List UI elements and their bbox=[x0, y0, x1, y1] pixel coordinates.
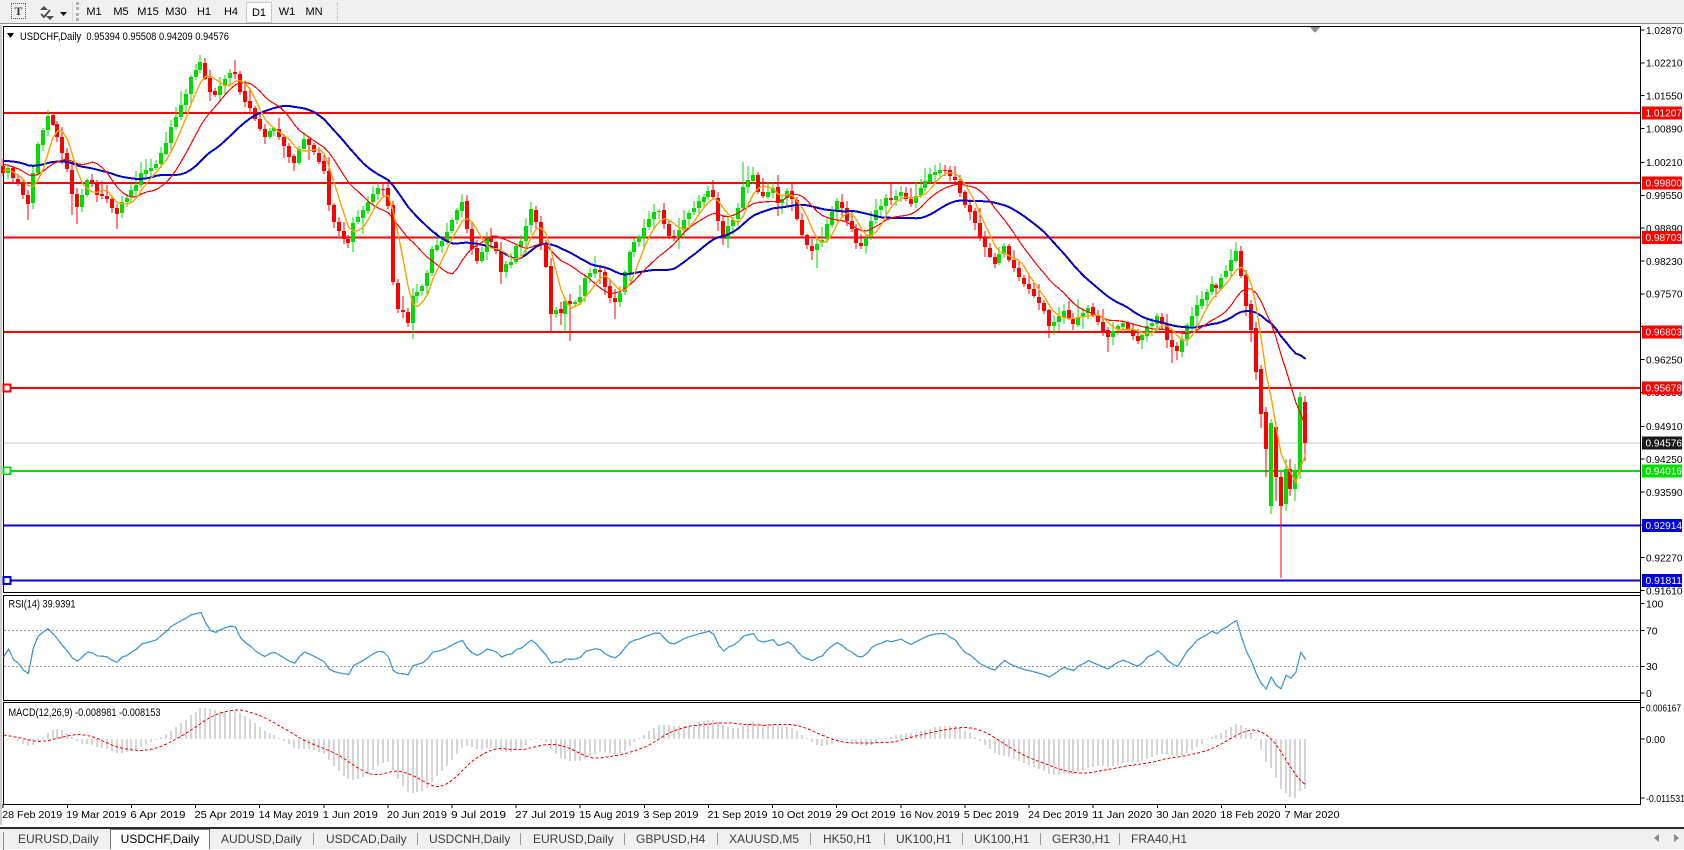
svg-text:-0.011531: -0.011531 bbox=[1646, 794, 1684, 805]
svg-text:0.92270: 0.92270 bbox=[1646, 554, 1683, 565]
svg-text:16 Nov 2019: 16 Nov 2019 bbox=[900, 810, 960, 821]
svg-text:21 Sep 2019: 21 Sep 2019 bbox=[708, 810, 768, 821]
svg-text:70: 70 bbox=[1646, 626, 1658, 637]
svg-text:0.99550: 0.99550 bbox=[1646, 191, 1683, 202]
svg-text:0.94250: 0.94250 bbox=[1646, 455, 1683, 466]
svg-text:3 Sep 2019: 3 Sep 2019 bbox=[643, 810, 698, 821]
svg-text:0.96250: 0.96250 bbox=[1646, 355, 1683, 366]
svg-text:1.00210: 1.00210 bbox=[1646, 158, 1683, 169]
svg-text:18 Feb 2020: 18 Feb 2020 bbox=[1220, 810, 1280, 821]
svg-text:0.91811: 0.91811 bbox=[1646, 576, 1683, 587]
svg-text:28 Feb 2019: 28 Feb 2019 bbox=[2, 810, 62, 821]
svg-text:1.01550: 1.01550 bbox=[1646, 92, 1683, 103]
svg-text:9 Jul 2019: 9 Jul 2019 bbox=[451, 810, 506, 821]
svg-text:0.91610: 0.91610 bbox=[1646, 586, 1683, 597]
svg-text:0.97570: 0.97570 bbox=[1646, 290, 1683, 301]
svg-text:0.95678: 0.95678 bbox=[1646, 384, 1683, 395]
svg-text:USDCHF,Daily 0.95394 0.95508: USDCHF,Daily 0.95394 0.95508 0.94209 0.9… bbox=[20, 31, 229, 43]
svg-text:0.00: 0.00 bbox=[1646, 735, 1665, 746]
svg-text:0: 0 bbox=[1646, 689, 1652, 700]
svg-text:0.94576: 0.94576 bbox=[1646, 439, 1683, 450]
svg-text:1.01207: 1.01207 bbox=[1646, 108, 1683, 119]
svg-text:0.94016: 0.94016 bbox=[1646, 466, 1683, 477]
svg-text:1.02210: 1.02210 bbox=[1646, 59, 1683, 70]
svg-text:10 Oct 2019: 10 Oct 2019 bbox=[772, 810, 832, 821]
svg-text:15 Aug 2019: 15 Aug 2019 bbox=[579, 810, 639, 821]
svg-text:0.98703: 0.98703 bbox=[1646, 233, 1683, 244]
svg-text:1.02870: 1.02870 bbox=[1646, 26, 1683, 37]
svg-text:14 May 2019: 14 May 2019 bbox=[259, 810, 319, 821]
svg-text:1.00890: 1.00890 bbox=[1646, 124, 1683, 135]
svg-text:0.98230: 0.98230 bbox=[1646, 257, 1683, 268]
svg-text:0.96803: 0.96803 bbox=[1646, 328, 1683, 339]
svg-text:27 Jul 2019: 27 Jul 2019 bbox=[515, 810, 575, 821]
svg-text:0.98890: 0.98890 bbox=[1646, 224, 1683, 235]
svg-text:0.92914: 0.92914 bbox=[1646, 521, 1683, 532]
svg-text:100: 100 bbox=[1646, 600, 1664, 611]
svg-text:5 Dec 2019: 5 Dec 2019 bbox=[964, 810, 1019, 821]
svg-text:0.93590: 0.93590 bbox=[1646, 488, 1683, 499]
svg-text:6 Apr 2019: 6 Apr 2019 bbox=[130, 810, 185, 821]
svg-text:RSI(14) 39.9391: RSI(14) 39.9391 bbox=[9, 599, 76, 611]
svg-text:30: 30 bbox=[1646, 662, 1658, 673]
svg-text:30 Jan 2020: 30 Jan 2020 bbox=[1156, 810, 1216, 821]
svg-text:25 Apr 2019: 25 Apr 2019 bbox=[195, 810, 255, 821]
svg-text:MACD(12,26,9) -0.008981 -0.008: MACD(12,26,9) -0.008981 -0.008153 bbox=[9, 707, 161, 719]
svg-text:0.99800: 0.99800 bbox=[1646, 178, 1683, 189]
svg-text:24 Dec 2019: 24 Dec 2019 bbox=[1028, 810, 1088, 821]
svg-text:0.006167: 0.006167 bbox=[1646, 704, 1681, 715]
svg-text:1 Jun 2019: 1 Jun 2019 bbox=[323, 810, 378, 821]
svg-text:7 Mar 2020: 7 Mar 2020 bbox=[1285, 810, 1340, 821]
svg-text:0.94910: 0.94910 bbox=[1646, 422, 1683, 433]
svg-text:20 Jun 2019: 20 Jun 2019 bbox=[387, 810, 447, 821]
svg-text:29 Oct 2019: 29 Oct 2019 bbox=[836, 810, 896, 821]
svg-text:11 Jan 2020: 11 Jan 2020 bbox=[1092, 810, 1152, 821]
svg-text:19 Mar 2019: 19 Mar 2019 bbox=[66, 810, 126, 821]
